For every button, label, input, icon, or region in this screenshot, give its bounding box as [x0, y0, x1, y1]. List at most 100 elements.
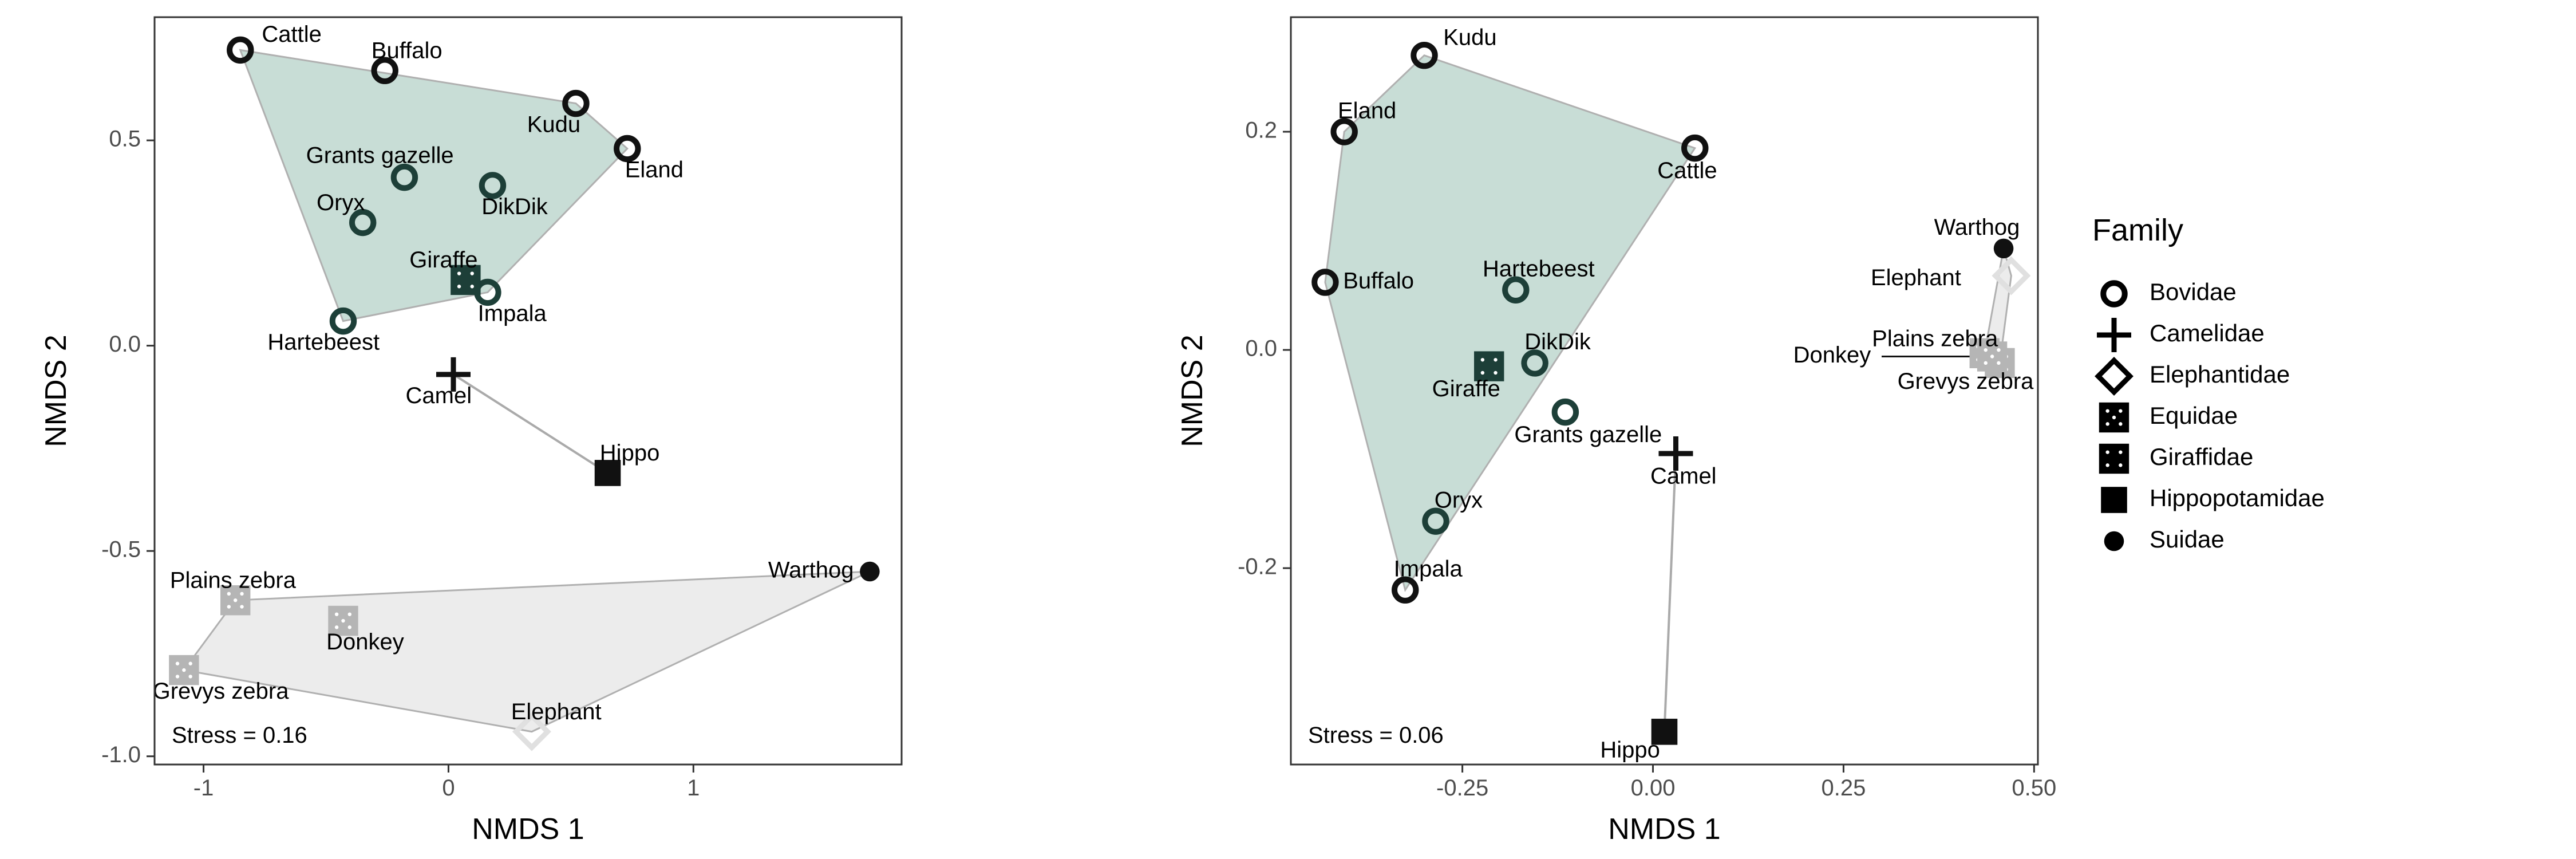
- y-tick-label: -0.5: [101, 537, 141, 562]
- y-tick-label: 0.5: [109, 127, 141, 152]
- y-tick-label: -0.2: [1238, 554, 1277, 580]
- legend-key-elephantidae: [2095, 357, 2134, 396]
- x-tick-label: 1: [687, 775, 700, 801]
- point-label-warthog: Warthog: [1934, 215, 2020, 240]
- point-label-dikdik: DikDik: [1524, 329, 1591, 354]
- y-tick-label: 0.0: [1245, 336, 1277, 361]
- point-warthog: [1993, 238, 2014, 259]
- point-label-plains-zebra: Plains zebra: [170, 568, 297, 593]
- point-label-plains-zebra: Plains zebra: [1872, 326, 1998, 351]
- point-label-giraffe: Giraffe: [409, 247, 477, 273]
- point-warthog: [860, 561, 880, 582]
- link-camel-hippo: [452, 373, 609, 474]
- point-label-cattle: Cattle: [1657, 158, 1717, 183]
- point-cattle: [1681, 134, 1709, 162]
- hull-bovidae: [1324, 54, 1697, 592]
- legend-label-hippopotamidae: Hippopotamidae: [2150, 484, 2325, 511]
- point-hartebeest: [329, 307, 357, 335]
- point-hippo: [1651, 719, 1678, 745]
- legend-label-camelidae: Camelidae: [2150, 320, 2265, 346]
- legend-key-hippopotamidae: [2101, 487, 2127, 513]
- point-hartebeest: [1502, 276, 1530, 304]
- point-donkey: [1977, 341, 2008, 372]
- point-buffalo: [1311, 269, 1339, 296]
- point-label-kudu: Kudu: [1443, 25, 1496, 50]
- panel-left: Cattle Buffalo Kudu Eland Grants gazelle DikD…: [39, 16, 903, 846]
- panel-border: [1290, 16, 2039, 766]
- point-label-hippo: Hippo: [600, 440, 660, 466]
- point-grevys-zebra: [169, 655, 199, 685]
- point-label-impala: Impala: [478, 301, 547, 326]
- point-dikdik: [1521, 349, 1548, 377]
- x-tick-label: 0: [442, 775, 455, 801]
- point-grants-gazelle: [390, 163, 418, 191]
- point-label-eland: Eland: [625, 157, 683, 182]
- x-axis-title: NMDS 1: [1608, 813, 1720, 846]
- x-tick-label: 0.25: [1822, 775, 1866, 801]
- point-label-warthog: Warthog: [768, 558, 854, 583]
- point-label-camel: Camel: [1650, 464, 1717, 489]
- point-elephant: [512, 712, 551, 751]
- legend-key-suidae: [2104, 531, 2124, 551]
- legend-label-bovidae: Bovidae: [2150, 278, 2237, 305]
- point-label-eland: Eland: [1338, 98, 1396, 123]
- point-label-cattle: Cattle: [262, 22, 322, 47]
- point-label-elephant: Elephant: [1871, 265, 1961, 290]
- stress-label: Stress = 0.06: [1308, 723, 1444, 748]
- y-tick-label: -1.0: [101, 742, 141, 767]
- point-label-grants-gazelle: Grants gazelle: [306, 143, 454, 168]
- legend-label-suidae: Suidae: [2150, 526, 2225, 553]
- x-tick-label: -1: [193, 775, 214, 801]
- point-cattle: [227, 36, 254, 64]
- legend-key-bovidae: [2100, 280, 2128, 308]
- point-label-donkey: Donkey: [1793, 342, 1871, 368]
- y-axis-title: NMDS 2: [1176, 334, 1209, 447]
- point-kudu: [562, 89, 590, 117]
- y-tick-label: 0.0: [109, 332, 141, 357]
- y-axis-title: NMDS 2: [39, 334, 73, 447]
- point-label-oryx: Oryx: [1435, 487, 1483, 513]
- point-label-grevys-zebra: Grevys zebra: [153, 679, 290, 704]
- point-label-buffalo: Buffalo: [372, 38, 442, 64]
- point-dikdik: [479, 172, 507, 199]
- x-tick-label: 0.50: [2012, 775, 2056, 801]
- point-donkey: [328, 605, 358, 636]
- point-label-kudu: Kudu: [527, 112, 580, 137]
- point-camel: [1658, 436, 1693, 471]
- legend-label-giraffidae: Giraffidae: [2150, 443, 2253, 470]
- point-label-giraffe: Giraffe: [1432, 376, 1500, 401]
- panel-right: Kudu Eland Cattle Buffalo Hartebeest DikDik Gr…: [1176, 16, 2056, 846]
- point-oryx: [349, 208, 377, 237]
- point-eland: [614, 135, 641, 163]
- x-tick-label: 0.00: [1631, 775, 1676, 801]
- point-label-elephant: Elephant: [511, 699, 602, 724]
- point-buffalo: [371, 57, 398, 84]
- point-oryx: [1422, 507, 1449, 535]
- point-giraffe: [1474, 351, 1504, 381]
- point-label-buffalo: Buffalo: [1343, 269, 1414, 294]
- panel-border: [153, 16, 903, 766]
- y-tick-label: 0.2: [1245, 118, 1277, 143]
- point-label-hartebeest: Hartebeest: [1483, 257, 1595, 282]
- stress-label: Stress = 0.16: [172, 723, 307, 748]
- x-axis-title: NMDS 1: [472, 813, 584, 846]
- point-label-impala: Impala: [1394, 556, 1463, 581]
- point-label-oryx: Oryx: [317, 190, 365, 215]
- legend-key-equidae: [2099, 402, 2129, 433]
- point-label-donkey: Donkey: [326, 629, 404, 655]
- point-label-hippo: Hippo: [1600, 738, 1660, 763]
- point-impala: [1392, 576, 1419, 604]
- point-eland: [1330, 118, 1358, 145]
- legend-label-equidae: Equidae: [2150, 402, 2238, 429]
- point-camel: [436, 357, 471, 392]
- point-elephant: [1992, 256, 2031, 295]
- hull-bovidae: [239, 49, 629, 322]
- point-plains-zebra: [220, 585, 251, 616]
- point-label-camel: Camel: [406, 383, 472, 408]
- link-camel-hippo: [1663, 453, 1677, 732]
- point-label-hartebeest: Hartebeest: [267, 330, 380, 355]
- legend-title: Family: [2092, 213, 2183, 247]
- point-giraffe: [451, 265, 481, 295]
- point-grants-gazelle: [1551, 398, 1579, 426]
